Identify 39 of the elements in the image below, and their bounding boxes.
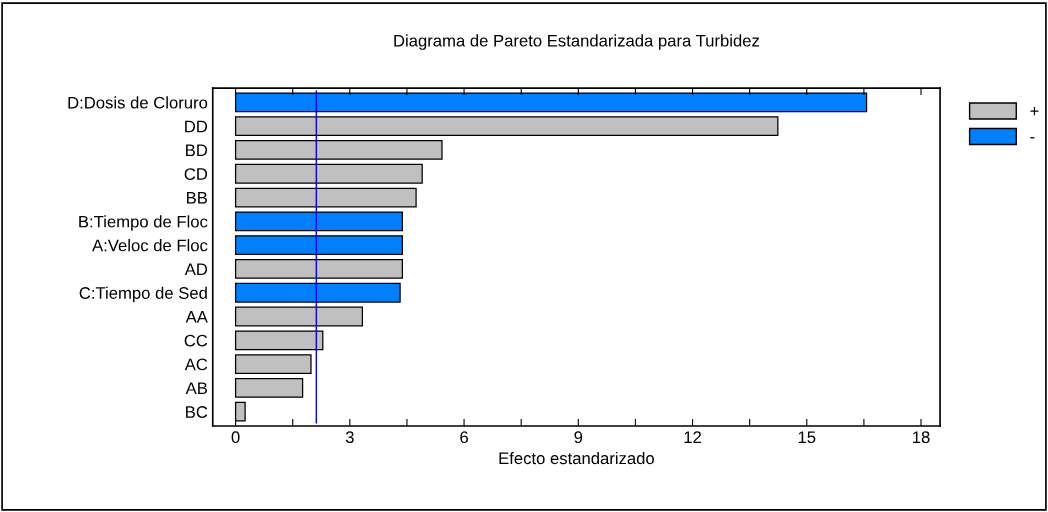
y-tick-label: D:Dosis de Cloruro — [68, 96, 208, 109]
bar — [234, 235, 404, 256]
bar — [234, 259, 404, 279]
y-tick-label: DD — [185, 120, 208, 133]
y-tick-label: CC — [184, 334, 208, 347]
y-tick-label: AA — [185, 311, 208, 323]
chart-title: Diagrama de Pareto Estandarizada para Turbidez — [394, 34, 760, 50]
x-tick-label: 15 — [798, 431, 816, 444]
bar — [234, 140, 443, 160]
x-tick-label: 12 — [684, 431, 701, 443]
y-tick-label: AB — [185, 382, 207, 394]
x-tick-label: 3 — [345, 431, 354, 444]
x-tick-label: 6 — [460, 431, 468, 444]
y-tick-label: C:Tiempo de Sed — [79, 286, 207, 303]
bar — [234, 187, 417, 208]
y-tick-label: BC — [186, 406, 208, 418]
bar — [234, 401, 246, 422]
x-axis-title: Efecto estandarizado — [499, 451, 654, 465]
legend-label: - — [1030, 137, 1035, 139]
bar — [234, 282, 401, 303]
y-tick-label: BD — [186, 144, 208, 156]
x-tick-label: 0 — [231, 431, 240, 444]
bar — [234, 116, 779, 137]
y-tick-label: AC — [184, 358, 208, 371]
bar — [234, 354, 312, 375]
bar — [234, 306, 364, 327]
y-tick-label: A:Veloc de Floc — [92, 239, 208, 252]
bar — [234, 378, 304, 398]
y-tick-label: AD — [184, 263, 208, 275]
x-tick-label: 18 — [913, 431, 930, 444]
legend-label: + — [1030, 107, 1039, 116]
y-tick-label: BB — [187, 192, 207, 204]
bar — [234, 330, 324, 351]
y-tick-label: CD — [184, 168, 208, 180]
y-tick-label: B:Tiempo de Floc — [79, 215, 208, 231]
x-tick-label: 9 — [574, 431, 583, 444]
bar — [234, 92, 868, 113]
bar — [234, 211, 404, 232]
bar — [234, 163, 423, 184]
